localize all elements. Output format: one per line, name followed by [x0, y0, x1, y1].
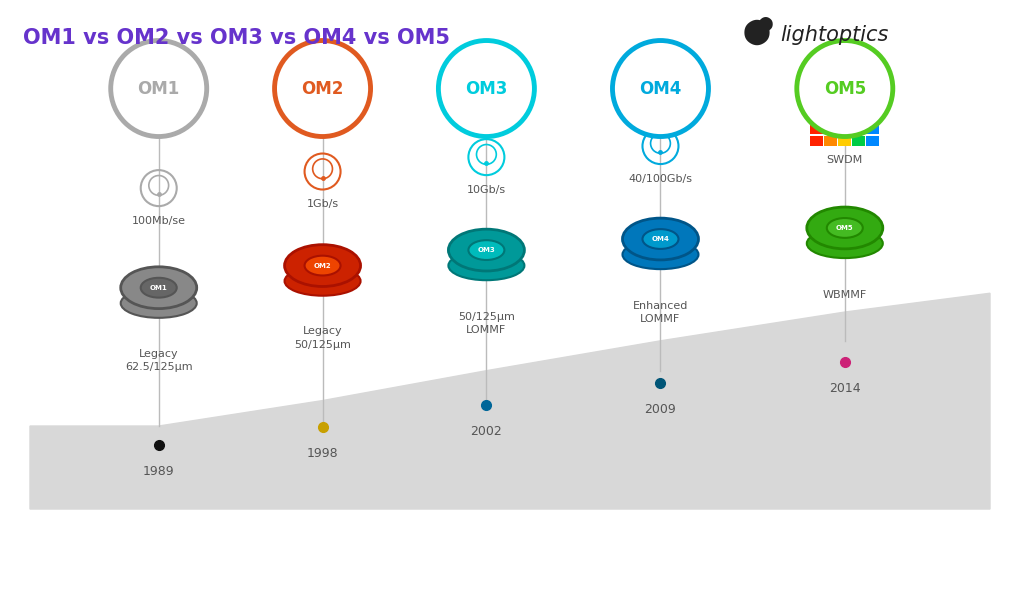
Text: OM3: OM3 — [465, 80, 508, 97]
Text: 2002: 2002 — [470, 425, 503, 438]
Text: OM1 vs OM2 vs OM3 vs OM4 vs OM5: OM1 vs OM2 vs OM3 vs OM4 vs OM5 — [23, 28, 450, 48]
Text: 1Gb/s: 1Gb/s — [306, 199, 339, 209]
Bar — [838, 112, 851, 122]
Text: 50/125µm
LOMMF: 50/125µm LOMMF — [458, 312, 515, 335]
Ellipse shape — [623, 240, 698, 269]
Text: www.lightoptics.co.uk: www.lightoptics.co.uk — [854, 573, 1006, 588]
Text: OM1: OM1 — [137, 80, 180, 97]
Ellipse shape — [826, 218, 863, 238]
Text: OM2: OM2 — [313, 263, 332, 269]
Bar — [866, 112, 879, 122]
Text: ●: ● — [8, 573, 22, 588]
Text: ⬤: ⬤ — [743, 19, 771, 45]
Ellipse shape — [285, 266, 360, 295]
Bar — [852, 136, 865, 146]
Ellipse shape — [468, 240, 505, 260]
Ellipse shape — [111, 41, 207, 137]
Text: Legacy
50/125µm: Legacy 50/125µm — [294, 326, 351, 350]
Text: OM4: OM4 — [639, 80, 682, 97]
Ellipse shape — [449, 229, 524, 271]
Text: 100Mb/se: 100Mb/se — [132, 216, 185, 226]
Bar — [810, 124, 823, 134]
Ellipse shape — [121, 267, 197, 309]
Ellipse shape — [807, 207, 883, 249]
Text: 2014: 2014 — [829, 382, 860, 395]
Ellipse shape — [612, 41, 709, 137]
Ellipse shape — [642, 229, 679, 249]
Text: 1989: 1989 — [143, 465, 174, 478]
Bar — [852, 112, 865, 122]
Text: SWDM: SWDM — [826, 155, 863, 165]
Text: 10Gb/s: 10Gb/s — [467, 185, 506, 195]
Text: ⬤: ⬤ — [758, 16, 773, 30]
Text: 40/100Gb/s: 40/100Gb/s — [629, 174, 692, 184]
Bar — [866, 136, 879, 146]
Bar — [810, 112, 823, 122]
Ellipse shape — [140, 278, 177, 297]
Ellipse shape — [623, 218, 698, 260]
Text: OM2: OM2 — [301, 80, 344, 97]
Bar — [838, 136, 851, 146]
Ellipse shape — [807, 229, 883, 258]
Ellipse shape — [304, 256, 341, 275]
Text: WBMMF: WBMMF — [822, 290, 867, 300]
Text: OM4: OM4 — [651, 236, 670, 242]
Ellipse shape — [121, 289, 197, 318]
Ellipse shape — [438, 41, 535, 137]
Bar — [866, 124, 879, 134]
Bar — [823, 136, 837, 146]
Text: Enhanced
LOMMF: Enhanced LOMMF — [633, 301, 688, 324]
Text: OM1: OM1 — [150, 285, 168, 291]
Ellipse shape — [449, 251, 524, 280]
Text: lightoptics®: lightoptics® — [18, 573, 114, 588]
Text: ○: ○ — [23, 573, 36, 588]
Ellipse shape — [285, 244, 360, 286]
Bar — [823, 124, 837, 134]
Ellipse shape — [274, 41, 371, 137]
Text: lightoptics: lightoptics — [780, 25, 889, 45]
Text: OM5: OM5 — [836, 225, 854, 231]
Text: 1998: 1998 — [307, 447, 338, 460]
Text: OM5: OM5 — [823, 80, 866, 97]
Text: ◉: ◉ — [37, 573, 50, 588]
Bar — [852, 124, 865, 134]
Bar — [810, 136, 823, 146]
Bar — [823, 112, 837, 122]
Bar — [838, 124, 851, 134]
Text: 2009: 2009 — [644, 402, 677, 416]
Text: OM3: OM3 — [477, 247, 496, 253]
Polygon shape — [30, 293, 990, 509]
Ellipse shape — [797, 41, 893, 137]
Text: Legacy
62.5/125µm: Legacy 62.5/125µm — [125, 348, 193, 371]
